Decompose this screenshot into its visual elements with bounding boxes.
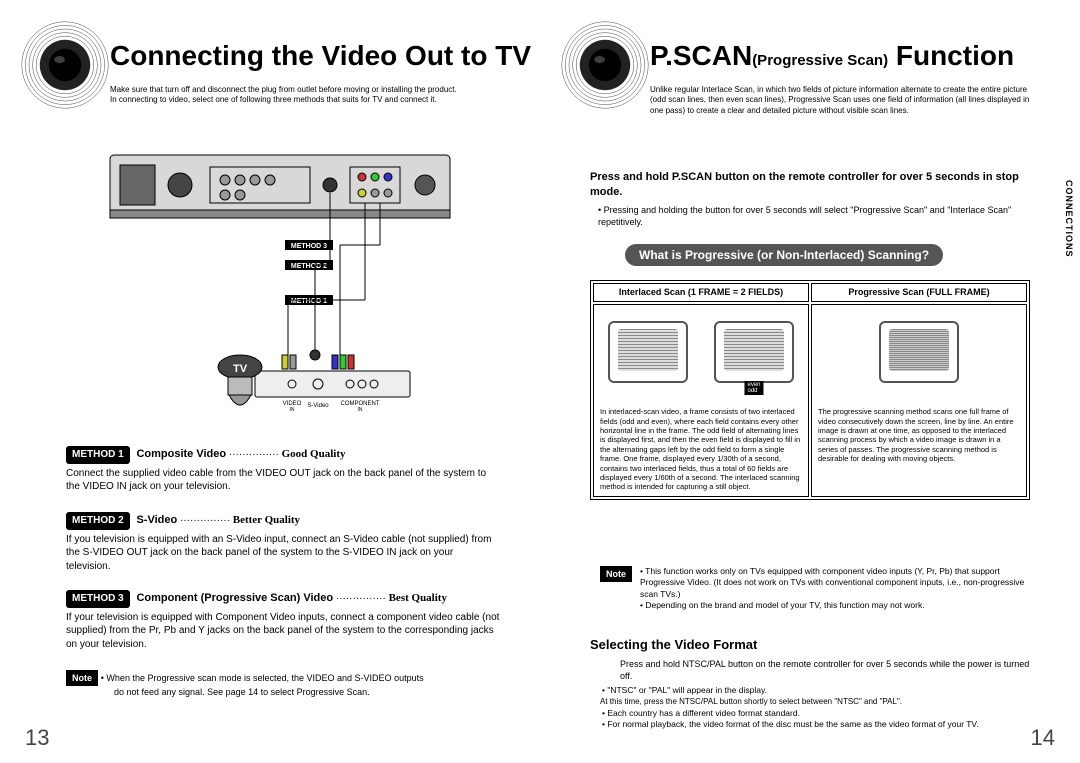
page-number: 14 [1031, 725, 1055, 751]
section-heading: Selecting the Video Format [590, 636, 1040, 654]
svg-text:METHOD 2: METHOD 2 [291, 263, 327, 270]
select-format: Selecting the Video Format Press and hol… [590, 636, 1040, 731]
select-p1: Press and hold NTSC/PAL button on the re… [620, 658, 1040, 682]
table-header: Progressive Scan (FULL FRAME) [811, 283, 1027, 302]
quality-label: Better Quality [233, 514, 300, 526]
sub-bullet: At this time, press the NTSC/PAL button … [590, 697, 1040, 708]
title-end: Function [888, 40, 1014, 71]
note-badge: Note [66, 670, 98, 686]
tv-even-label: evenodd [744, 381, 763, 395]
table-header: Interlaced Scan (1 FRAME = 2 FIELDS) [593, 283, 809, 302]
method-3: METHOD 3 Component (Progressive Scan) Vi… [66, 590, 500, 651]
side-tab: CONNECTIONS [1064, 180, 1074, 258]
intro-text: Unlike regular Interlace Scan, in which … [650, 85, 1030, 116]
speaker-icon [560, 20, 650, 110]
method-body: Connect the supplied video cable from th… [66, 467, 500, 494]
table-cell: The progressive scanning method scans on… [811, 304, 1027, 496]
bullet: • For normal playback, the video format … [600, 719, 1040, 731]
method-name: S-Video [136, 514, 177, 526]
speaker-icon [20, 20, 110, 110]
tv-icon [879, 321, 959, 383]
bullet: • Each country has a different video for… [600, 708, 1040, 720]
quality-label: Good Quality [282, 448, 346, 460]
page-title: Connecting the Video Out to TV [110, 40, 531, 72]
svg-text:IN: IN [358, 407, 363, 413]
tv-icon: evenodd [714, 321, 794, 383]
note-text: • This function works only on TVs equipp… [640, 566, 1040, 600]
instruction-sub: • Pressing and holding the button for ov… [590, 204, 1030, 228]
note-badge: Note [600, 566, 632, 582]
method-badge: METHOD 3 [66, 590, 130, 608]
method-name: Component (Progressive Scan) Video [136, 592, 333, 604]
cell-text: In interlaced-scan video, a frame consis… [600, 407, 802, 491]
cell-text: The progressive scanning method scans on… [818, 407, 1020, 463]
page-13: Connecting the Video Out to TV Make sure… [0, 0, 540, 763]
method-badge: METHOD 1 [66, 446, 130, 464]
svg-text:METHOD 3: METHOD 3 [291, 243, 327, 250]
note-text: do not feed any signal. See page 14 to s… [66, 686, 500, 698]
intro-line: In connecting to video, select one of fo… [110, 95, 510, 105]
page-title: P.SCAN(Progressive Scan) Function [650, 40, 1014, 72]
scan-comparison-table: Interlaced Scan (1 FRAME = 2 FIELDS) Pro… [590, 280, 1030, 500]
bullet: • "NTSC" or "PAL" will appear in the dis… [600, 685, 1040, 697]
note-text: • Depending on the brand and model of yo… [640, 600, 1040, 611]
method-badge: METHOD 2 [66, 512, 130, 530]
instruction: Press and hold P.SCAN button on the remo… [590, 170, 1030, 200]
pill-label: What is Progressive (or Non-Interlaced) … [625, 244, 943, 266]
svg-text:S-Video: S-Video [307, 403, 329, 409]
svg-text:METHOD 1: METHOD 1 [291, 298, 327, 305]
method-1: METHOD 1 Composite Video ···············… [66, 446, 500, 494]
table-cell: evenodd In interlaced-scan video, a fram… [593, 304, 809, 496]
intro-line: Make sure that turn off and disconnect t… [110, 85, 510, 95]
quality-label: Best Quality [389, 592, 447, 604]
svg-text:IN: IN [290, 407, 295, 413]
intro-text: Make sure that turn off and disconnect t… [110, 85, 510, 106]
scan-table: Interlaced Scan (1 FRAME = 2 FIELDS) Pro… [590, 280, 1030, 500]
method-2: METHOD 2 S-Video ··············· Better … [66, 512, 500, 573]
note-block: Note • When the Progressive scan mode is… [66, 670, 500, 698]
section-pill: What is Progressive (or Non-Interlaced) … [625, 244, 943, 266]
connection-diagram: METHOD 3 METHOD 2 METHOD 1 VIDEOIN S-Vid… [100, 145, 460, 425]
page-14: P.SCAN(Progressive Scan) Function Unlike… [540, 0, 1080, 763]
method-body: If your television is equipped with Comp… [66, 611, 500, 652]
method-body: If you television is equipped with an S-… [66, 533, 500, 574]
note-block: Note • This function works only on TVs e… [600, 566, 1040, 612]
title-sub: (Progressive Scan) [752, 52, 888, 69]
title-main: P.SCAN [650, 40, 752, 71]
tv-icon [608, 321, 688, 383]
page-number: 13 [25, 725, 49, 751]
instruction-block: Press and hold P.SCAN button on the remo… [590, 170, 1030, 228]
method-name: Composite Video [136, 448, 226, 460]
note-text: • When the Progressive scan mode is sele… [101, 673, 424, 683]
svg-text:TV: TV [233, 363, 248, 375]
